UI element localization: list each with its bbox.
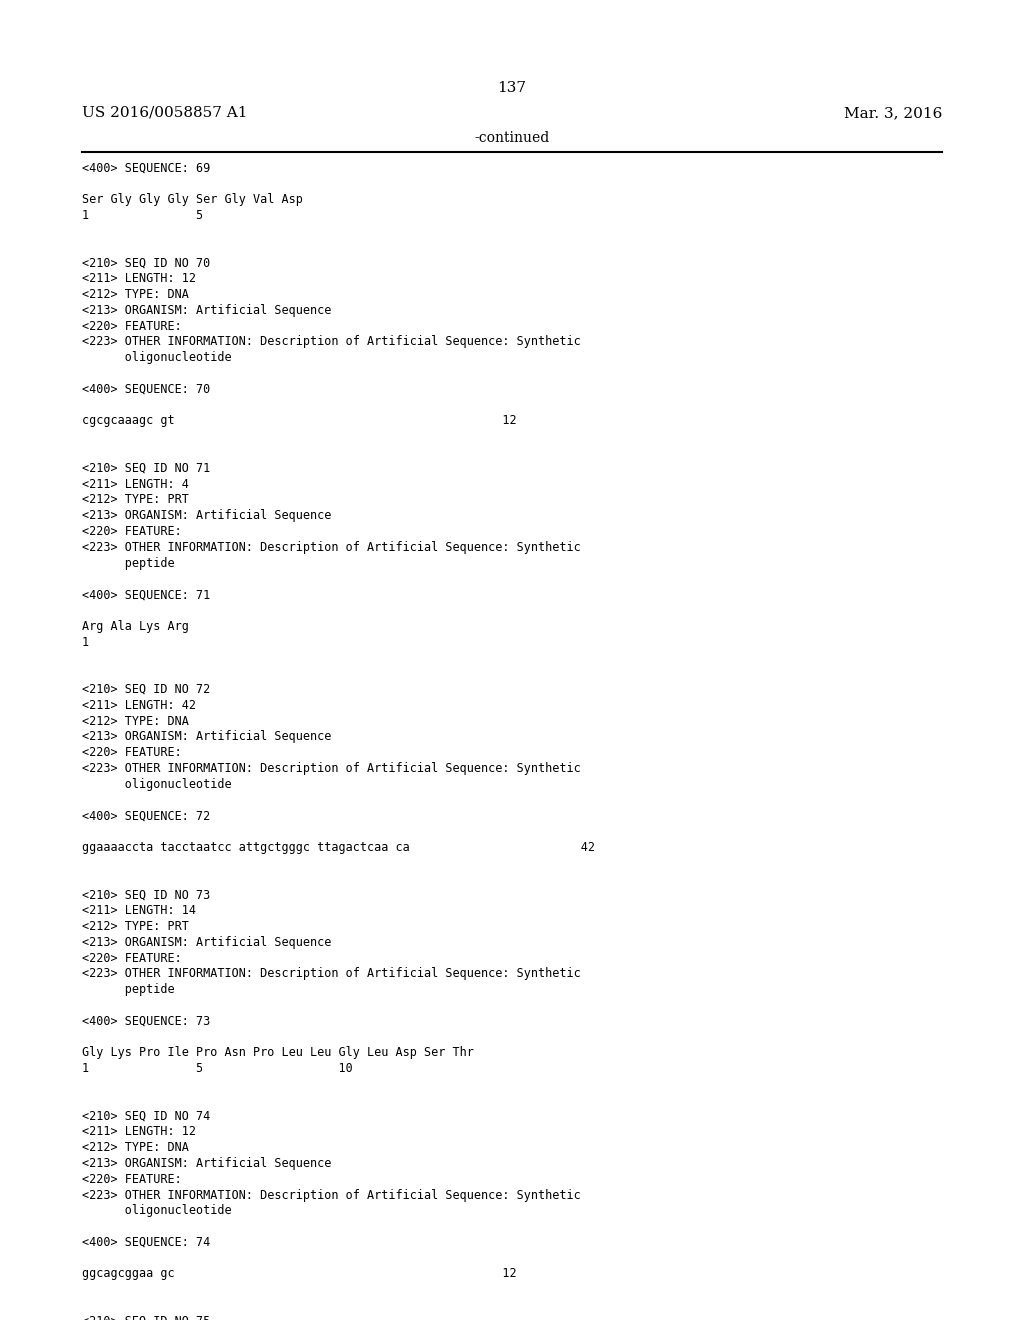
Text: Arg Ala Lys Arg: Arg Ala Lys Arg bbox=[82, 619, 188, 632]
Text: 137: 137 bbox=[498, 81, 526, 95]
Text: <220> FEATURE:: <220> FEATURE: bbox=[82, 319, 181, 333]
Text: <400> SEQUENCE: 70: <400> SEQUENCE: 70 bbox=[82, 383, 210, 396]
Text: <223> OTHER INFORMATION: Description of Artificial Sequence: Synthetic: <223> OTHER INFORMATION: Description of … bbox=[82, 335, 581, 348]
Text: <220> FEATURE:: <220> FEATURE: bbox=[82, 952, 181, 965]
Text: <223> OTHER INFORMATION: Description of Artificial Sequence: Synthetic: <223> OTHER INFORMATION: Description of … bbox=[82, 968, 581, 981]
Text: cgcgcaaagc gt                                              12: cgcgcaaagc gt 12 bbox=[82, 414, 516, 428]
Text: <212> TYPE: DNA: <212> TYPE: DNA bbox=[82, 288, 188, 301]
Text: <212> TYPE: PRT: <212> TYPE: PRT bbox=[82, 920, 188, 933]
Text: <400> SEQUENCE: 71: <400> SEQUENCE: 71 bbox=[82, 589, 210, 601]
Text: <223> OTHER INFORMATION: Description of Artificial Sequence: Synthetic: <223> OTHER INFORMATION: Description of … bbox=[82, 541, 581, 553]
Text: <211> LENGTH: 12: <211> LENGTH: 12 bbox=[82, 272, 196, 285]
Text: ggaaaaccta tacctaatcc attgctgggc ttagactcaa ca                        42: ggaaaaccta tacctaatcc attgctgggc ttagact… bbox=[82, 841, 595, 854]
Text: <210> SEQ ID NO 72: <210> SEQ ID NO 72 bbox=[82, 682, 210, 696]
Text: <212> TYPE: DNA: <212> TYPE: DNA bbox=[82, 714, 188, 727]
Text: <400> SEQUENCE: 69: <400> SEQUENCE: 69 bbox=[82, 161, 210, 174]
Text: <213> ORGANISM: Artificial Sequence: <213> ORGANISM: Artificial Sequence bbox=[82, 730, 332, 743]
Text: <223> OTHER INFORMATION: Description of Artificial Sequence: Synthetic: <223> OTHER INFORMATION: Description of … bbox=[82, 1188, 581, 1201]
Text: peptide: peptide bbox=[82, 557, 174, 569]
Text: <213> ORGANISM: Artificial Sequence: <213> ORGANISM: Artificial Sequence bbox=[82, 1156, 332, 1170]
Text: <210> SEQ ID NO 75: <210> SEQ ID NO 75 bbox=[82, 1315, 210, 1320]
Text: <212> TYPE: PRT: <212> TYPE: PRT bbox=[82, 494, 188, 507]
Text: <220> FEATURE:: <220> FEATURE: bbox=[82, 525, 181, 539]
Text: oligonucleotide: oligonucleotide bbox=[82, 777, 231, 791]
Text: 1: 1 bbox=[82, 635, 89, 648]
Text: <210> SEQ ID NO 71: <210> SEQ ID NO 71 bbox=[82, 462, 210, 475]
Text: <223> OTHER INFORMATION: Description of Artificial Sequence: Synthetic: <223> OTHER INFORMATION: Description of … bbox=[82, 762, 581, 775]
Text: <400> SEQUENCE: 73: <400> SEQUENCE: 73 bbox=[82, 1015, 210, 1028]
Text: <400> SEQUENCE: 72: <400> SEQUENCE: 72 bbox=[82, 809, 210, 822]
Text: <210> SEQ ID NO 74: <210> SEQ ID NO 74 bbox=[82, 1110, 210, 1122]
Text: <213> ORGANISM: Artificial Sequence: <213> ORGANISM: Artificial Sequence bbox=[82, 936, 332, 949]
Text: <211> LENGTH: 14: <211> LENGTH: 14 bbox=[82, 904, 196, 917]
Text: <211> LENGTH: 4: <211> LENGTH: 4 bbox=[82, 478, 188, 491]
Text: US 2016/0058857 A1: US 2016/0058857 A1 bbox=[82, 106, 248, 120]
Text: Mar. 3, 2016: Mar. 3, 2016 bbox=[844, 106, 942, 120]
Text: <212> TYPE: DNA: <212> TYPE: DNA bbox=[82, 1140, 188, 1154]
Text: ggcagcggaa gc                                              12: ggcagcggaa gc 12 bbox=[82, 1267, 516, 1280]
Text: <213> ORGANISM: Artificial Sequence: <213> ORGANISM: Artificial Sequence bbox=[82, 304, 332, 317]
Text: <211> LENGTH: 42: <211> LENGTH: 42 bbox=[82, 698, 196, 711]
Text: 1               5                   10: 1 5 10 bbox=[82, 1063, 352, 1074]
Text: peptide: peptide bbox=[82, 983, 174, 997]
Text: <220> FEATURE:: <220> FEATURE: bbox=[82, 1172, 181, 1185]
Text: 1               5: 1 5 bbox=[82, 209, 203, 222]
Text: -continued: -continued bbox=[474, 131, 550, 145]
Text: oligonucleotide: oligonucleotide bbox=[82, 351, 231, 364]
Text: <400> SEQUENCE: 74: <400> SEQUENCE: 74 bbox=[82, 1236, 210, 1249]
Text: Gly Lys Pro Ile Pro Asn Pro Leu Leu Gly Leu Asp Ser Thr: Gly Lys Pro Ile Pro Asn Pro Leu Leu Gly … bbox=[82, 1047, 474, 1060]
Text: <211> LENGTH: 12: <211> LENGTH: 12 bbox=[82, 1125, 196, 1138]
Text: <220> FEATURE:: <220> FEATURE: bbox=[82, 746, 181, 759]
Text: <210> SEQ ID NO 70: <210> SEQ ID NO 70 bbox=[82, 256, 210, 269]
Text: <210> SEQ ID NO 73: <210> SEQ ID NO 73 bbox=[82, 888, 210, 902]
Text: oligonucleotide: oligonucleotide bbox=[82, 1204, 231, 1217]
Text: <213> ORGANISM: Artificial Sequence: <213> ORGANISM: Artificial Sequence bbox=[82, 510, 332, 523]
Text: Ser Gly Gly Gly Ser Gly Val Asp: Ser Gly Gly Gly Ser Gly Val Asp bbox=[82, 193, 303, 206]
